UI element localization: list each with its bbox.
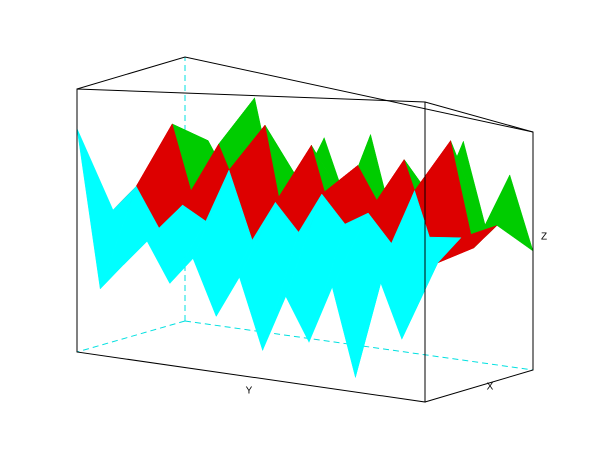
- surface-facet: [76, 128, 137, 290]
- surface-facet: [401, 236, 462, 340]
- box-front: [76, 88, 534, 403]
- box-edge: [424, 101, 534, 403]
- y-axis-label: Y: [246, 386, 253, 397]
- box-edge: [76, 56, 534, 133]
- x-axis-label: X: [487, 382, 494, 393]
- hidden-edge: [76, 320, 186, 353]
- z-axis-label: Z: [541, 232, 547, 243]
- surface: [76, 97, 534, 378]
